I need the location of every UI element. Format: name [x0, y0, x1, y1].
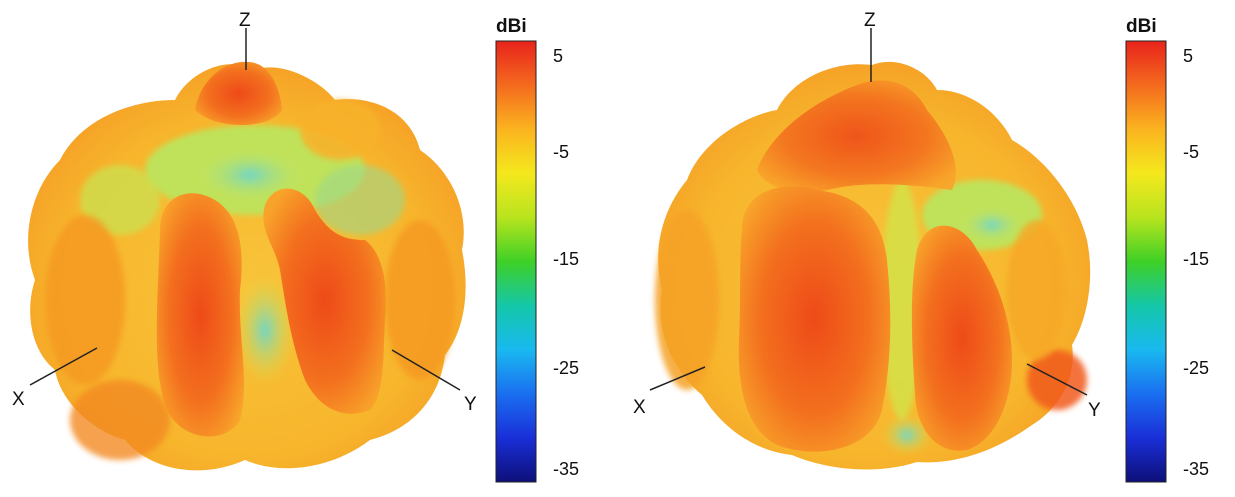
radiation-pattern-panel-right: Z X Y dBi 5 -5 -15 -25 -35: [617, 0, 1235, 497]
pattern-top-lobe: [195, 61, 282, 125]
colorbar-tick-label: -25: [1183, 358, 1209, 378]
colorbar-tick-label: -15: [1183, 249, 1209, 269]
axis-x-indicator: X: [12, 347, 98, 410]
colorbar-tick-label: 5: [553, 46, 563, 66]
radiation-pattern-3d-right: [655, 61, 1091, 470]
pattern-low-region: [315, 165, 405, 235]
colorbar-gradient: [495, 40, 537, 483]
colorbar-tick-label: 5: [1183, 46, 1193, 66]
pattern-figure-right: Z X Y dBi 5 -5 -15 -25 -35: [633, 10, 1209, 483]
pattern-low-region: [957, 205, 1027, 245]
colorbar-left: dBi 5 -5 -15 -25 -35: [495, 16, 579, 483]
colorbar-tick-label: -25: [553, 358, 579, 378]
colorbar-tick-label: -35: [553, 459, 579, 479]
pattern-side-lobe: [1007, 220, 1067, 360]
pattern-side-lobe: [45, 215, 125, 385]
axis-y-label: Y: [1088, 400, 1101, 421]
axis-x-label: X: [12, 389, 25, 410]
axis-x-indicator: X: [633, 366, 706, 418]
pattern-side-lobe: [385, 220, 455, 380]
colorbar-tick-label: -15: [553, 249, 579, 269]
axis-z-label: Z: [239, 10, 251, 31]
radiation-pattern-3d-left: [28, 61, 466, 471]
colorbar-unit-label: dBi: [1126, 16, 1157, 37]
pattern-main-lobe: [156, 193, 245, 437]
pattern-low-region: [882, 180, 922, 420]
pattern-side-lobe: [70, 380, 170, 460]
colorbar-gradient: [1125, 40, 1167, 483]
axis-z-indicator: Z: [239, 10, 251, 70]
pattern-low-region: [235, 275, 295, 385]
colorbar-tick-label: -5: [1183, 142, 1199, 162]
pattern-main-lobe: [911, 225, 1012, 451]
radiation-pattern-panel-left: Z X Y dBi 5 -5 -15 -25 -35: [0, 0, 617, 497]
axis-z-label: Z: [864, 10, 876, 31]
colorbar-tick-label: -35: [1183, 459, 1209, 479]
axis-y-label: Y: [464, 394, 477, 415]
pattern-side-lobe: [300, 100, 380, 160]
axis-y-indicator: Y: [1026, 363, 1101, 421]
pattern-figure-left: Z X Y dBi 5 -5 -15 -25 -35: [12, 10, 579, 483]
axis-y-indicator: Y: [391, 349, 477, 415]
pattern-top-lobe: [757, 80, 956, 192]
pattern-side-lobe: [655, 210, 719, 390]
pattern-main-lobe: [738, 186, 891, 452]
pattern-main-lobe: [263, 188, 386, 414]
pattern-low-region: [882, 415, 932, 455]
colorbar-unit-label: dBi: [496, 16, 527, 37]
axis-x-label: X: [633, 397, 646, 418]
colorbar-right: dBi 5 -5 -15 -25 -35: [1125, 16, 1209, 483]
axis-z-indicator: Z: [864, 10, 876, 82]
pattern-low-region: [80, 165, 160, 235]
colorbar-tick-label: -5: [553, 142, 569, 162]
